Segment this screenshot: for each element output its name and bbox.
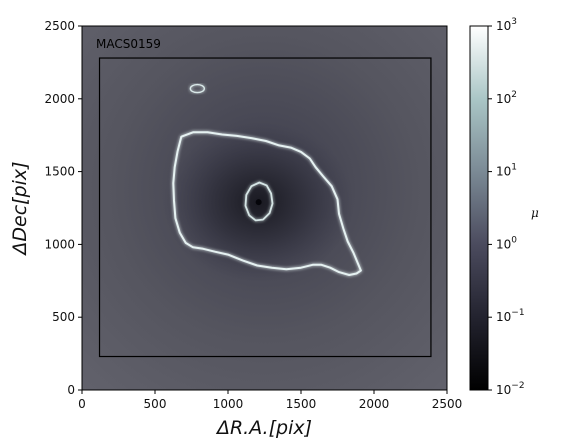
y-tick-label: 2000 bbox=[44, 92, 75, 106]
x-tick-label: 1500 bbox=[286, 397, 317, 411]
inner-critical-curve bbox=[244, 181, 274, 222]
y-axis-label: ΔDec[pix] bbox=[9, 161, 31, 256]
y-tick-label: 2500 bbox=[44, 19, 75, 33]
x-tick-label: 2500 bbox=[432, 397, 463, 411]
colorbar-tick-label: 102 bbox=[496, 90, 517, 106]
colorbar-gradient bbox=[469, 25, 489, 391]
colorbar-tick-label: 101 bbox=[496, 163, 517, 179]
secondary-feature bbox=[189, 83, 206, 94]
plot-frame bbox=[81, 25, 448, 391]
x-tick-label: 500 bbox=[144, 397, 167, 411]
colorbar-ticks: 10−2 10−1 100 101 102 103 bbox=[488, 17, 525, 397]
colorbar: 10−2 10−1 100 101 102 103 μ bbox=[469, 17, 539, 397]
x-axis-label: ΔR.A.[pix] bbox=[215, 417, 312, 439]
colorbar-tick-label: 100 bbox=[496, 235, 517, 251]
magnification-map bbox=[82, 26, 447, 390]
colorbar-tick-label: 103 bbox=[496, 17, 517, 33]
colorbar-tick-label: 10−2 bbox=[496, 381, 525, 397]
y-tick-label: 1000 bbox=[44, 237, 75, 251]
x-tick-label: 1000 bbox=[213, 397, 244, 411]
y-tick-label: 0 bbox=[67, 383, 75, 397]
colorbar-tick-label: 10−1 bbox=[496, 308, 525, 324]
x-tick-label: 2000 bbox=[359, 397, 390, 411]
map-layer bbox=[98, 57, 432, 358]
y-axis: 0 500 1000 1500 2000 2500 bbox=[44, 19, 82, 397]
colorbar-label: μ bbox=[531, 206, 539, 220]
x-axis: 0 500 1000 1500 2000 2500 bbox=[78, 390, 462, 411]
lens-center-point bbox=[255, 199, 262, 206]
outer-critical-curve bbox=[172, 131, 362, 276]
panel-label: MACS0159 bbox=[96, 37, 161, 51]
x-tick-label: 0 bbox=[78, 397, 86, 411]
y-tick-label: 500 bbox=[52, 310, 75, 324]
y-tick-label: 1500 bbox=[44, 165, 75, 179]
field-box bbox=[98, 57, 432, 358]
